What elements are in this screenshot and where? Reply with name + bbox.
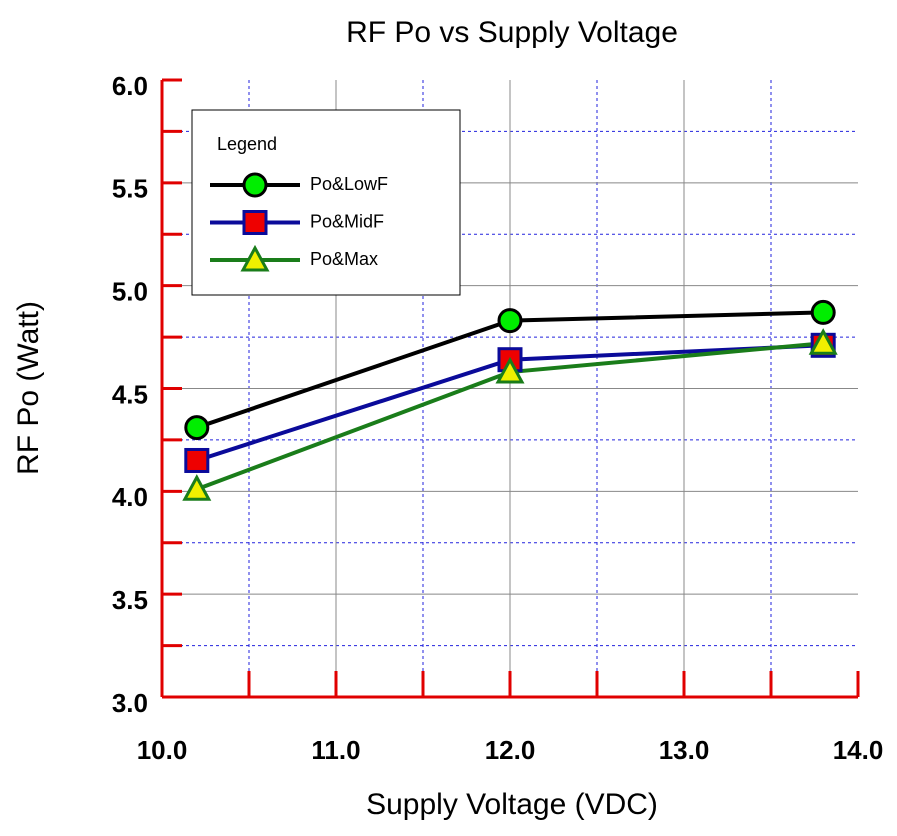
- y-tick-label: 6.0: [112, 71, 148, 101]
- marker: [182, 474, 212, 501]
- y-axis-label: RF Po (Watt): [12, 301, 45, 475]
- chart-title: RF Po vs Supply Voltage: [346, 16, 678, 49]
- x-tick-label: 13.0: [659, 735, 710, 765]
- marker: [495, 356, 525, 384]
- legend-label: Po&Max: [310, 249, 378, 269]
- x-tick-label: 14.0: [833, 735, 884, 765]
- y-tick-label: 5.0: [112, 277, 148, 307]
- y-tick-label: 5.5: [112, 174, 148, 204]
- legend-box: [191, 109, 461, 296]
- y-tick-label: 4.0: [112, 482, 148, 512]
- marker: [808, 328, 838, 355]
- y-tick-label: 4.5: [112, 379, 148, 409]
- marker: [810, 299, 836, 325]
- y-tick-label: 3.5: [112, 585, 148, 615]
- marker: [497, 308, 523, 334]
- x-tick-label: 11.0: [311, 735, 360, 765]
- marker: [242, 210, 268, 235]
- marker: [242, 172, 268, 198]
- marker: [184, 447, 210, 473]
- y-tick-label: 3.0: [112, 688, 148, 718]
- legend-label: Po&LowF: [310, 174, 388, 194]
- marker: [184, 415, 210, 441]
- x-axis-label: Supply Voltage (VDC): [366, 788, 658, 821]
- x-tick-label: 10.0: [137, 735, 188, 765]
- marker: [240, 244, 270, 272]
- legend-label: Po&MidF: [310, 211, 384, 231]
- legend-title: Legend: [217, 134, 277, 154]
- x-tick-label: 12.0: [485, 735, 536, 765]
